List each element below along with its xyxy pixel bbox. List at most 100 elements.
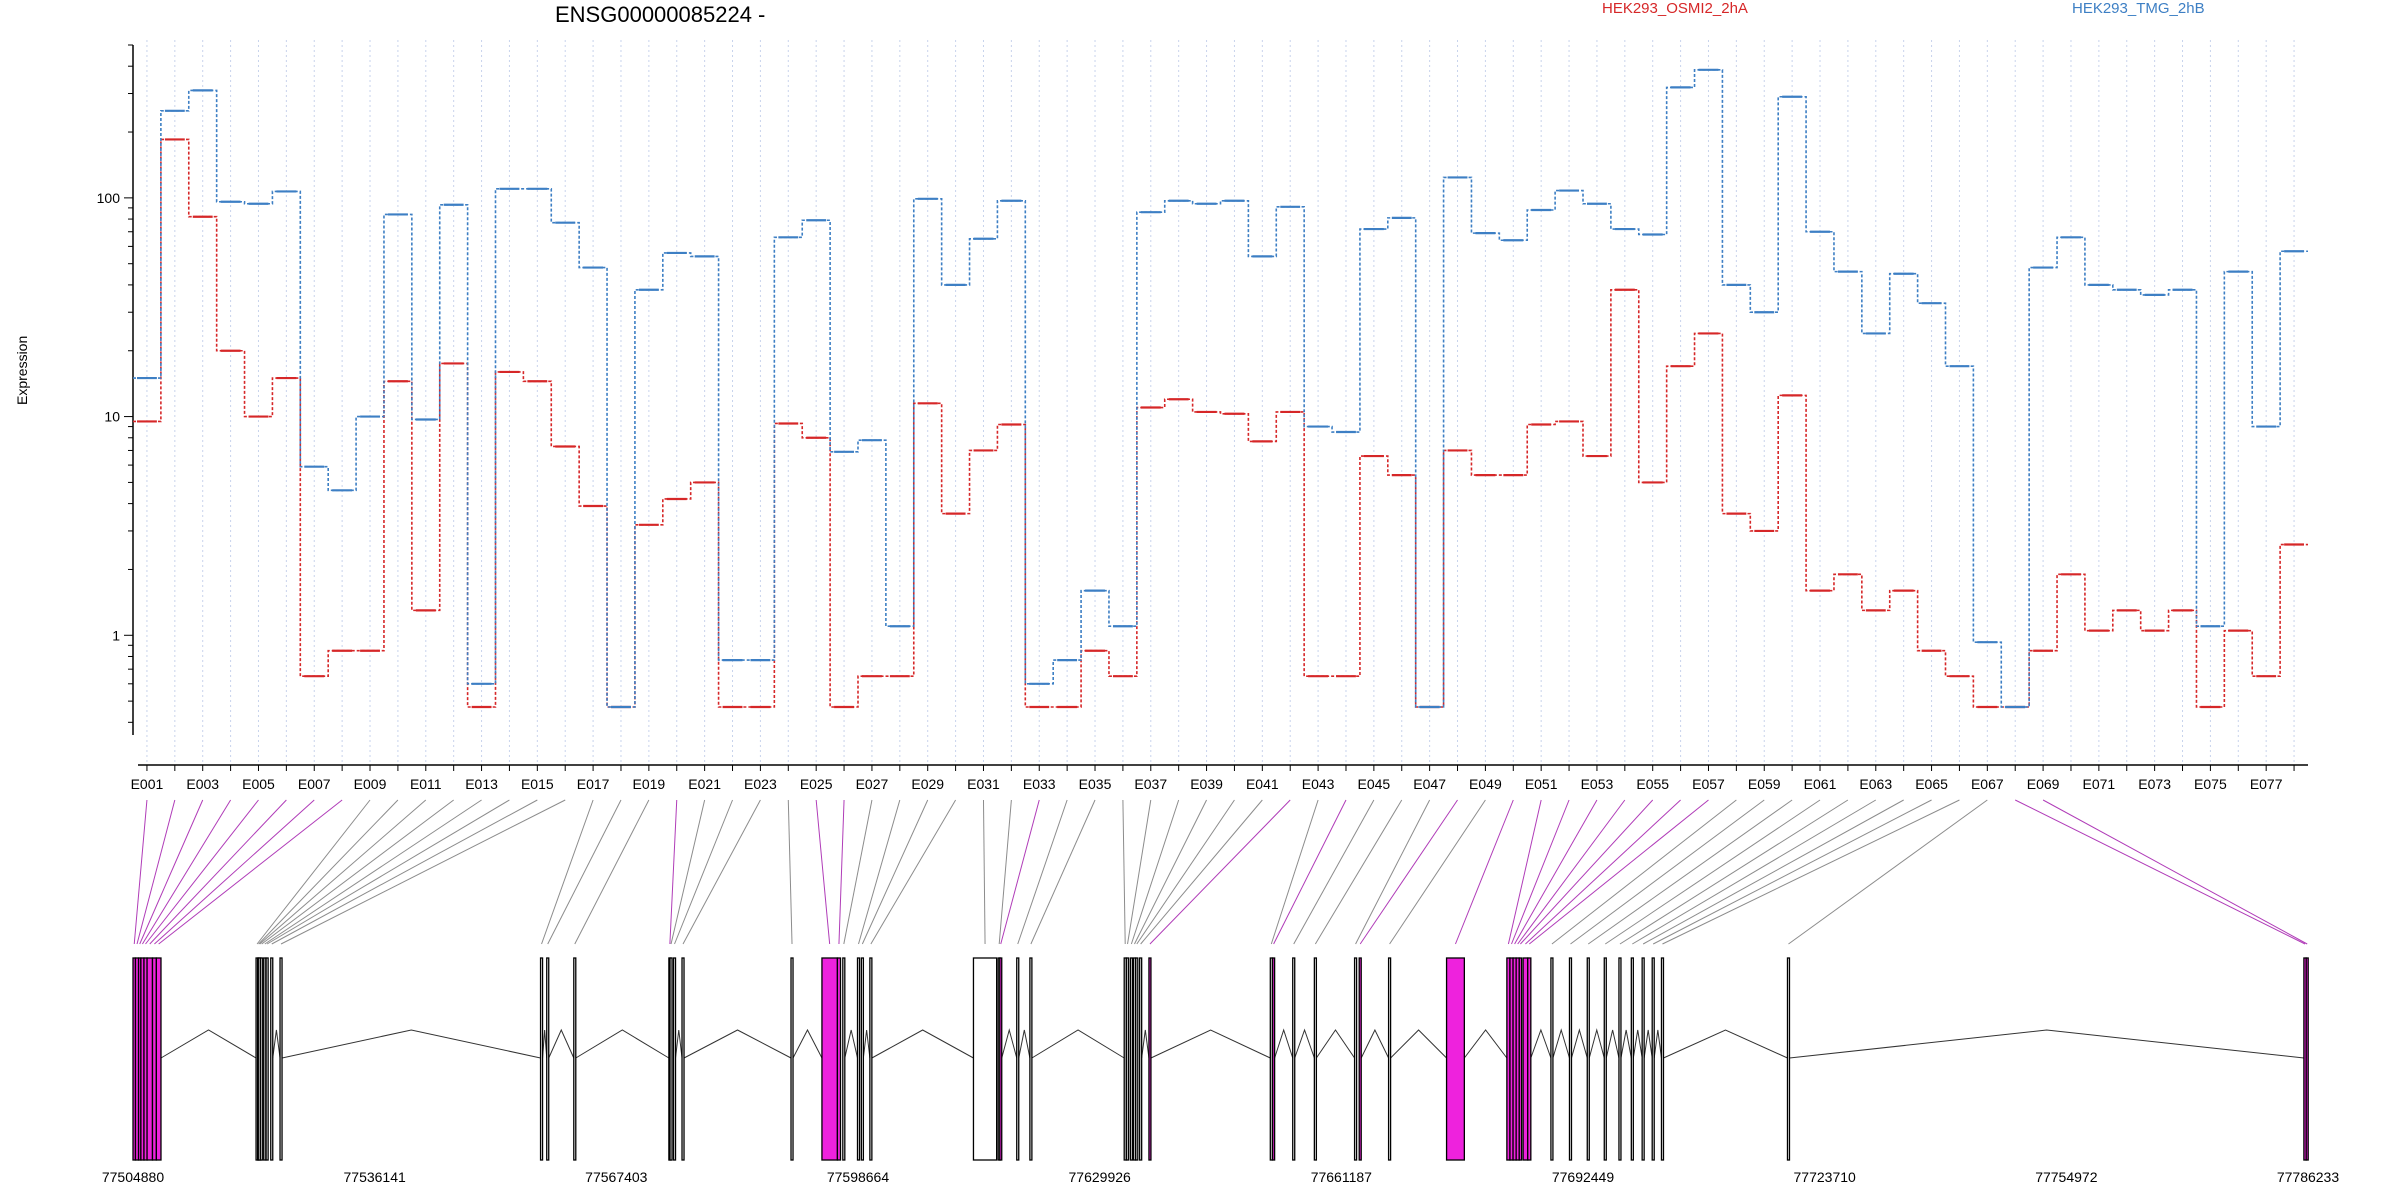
genome-coordinate-label: 77661187 [1311, 1169, 1372, 1185]
intron-line [1663, 1029, 1788, 1059]
x-tick-label: E063 [1859, 776, 1892, 792]
exon-link-line [1511, 799, 1570, 945]
intron-line [683, 1029, 792, 1059]
exon-box [1353, 957, 1358, 1161]
intron-line [1360, 1028, 1390, 1059]
x-tick-label: E041 [1246, 776, 1279, 792]
series-line-0 [133, 138, 2308, 708]
x-tick-label: E015 [521, 776, 554, 792]
exon-box [1029, 957, 1033, 1161]
exon-box [1568, 957, 1573, 1161]
intron-line [548, 1028, 575, 1059]
intron-line [1463, 1029, 1508, 1059]
genome-coordinate-label: 77629926 [1069, 1169, 1132, 1185]
exon-link-line [1149, 799, 1291, 945]
x-tick-label: E017 [577, 776, 610, 792]
exon-link-line [1355, 799, 1431, 945]
exon-link-line [861, 799, 929, 945]
x-tick-label: E071 [2083, 776, 2116, 792]
x-tick-label: E001 [131, 776, 164, 792]
exon-box [1148, 957, 1152, 1161]
exon-link-line [982, 799, 986, 945]
x-tick-label: E067 [1971, 776, 2004, 792]
exon-box [1387, 957, 1392, 1161]
exon-link-line [1551, 799, 1737, 945]
x-tick-label: E045 [1358, 776, 1391, 792]
exon-link-line [547, 799, 622, 945]
exon-box [1135, 957, 1139, 1161]
exon-link-line [1604, 799, 1821, 945]
exon-link-line [1517, 799, 1626, 945]
exon-box [669, 957, 673, 1161]
intron-line [1274, 1028, 1294, 1059]
exon-link-line [1293, 799, 1375, 945]
exon-link-line [1122, 799, 1126, 945]
exon-box [2305, 957, 2309, 1161]
exon-link-line [1788, 799, 1988, 945]
exon-link-line [1587, 799, 1793, 945]
exon-box [1550, 957, 1554, 1161]
exon-link-line [259, 799, 427, 945]
exon-link-line [256, 799, 371, 945]
exon-link-line [1130, 799, 1180, 945]
exon-box [265, 957, 269, 1161]
x-tick-label: E049 [1469, 776, 1502, 792]
x-tick-label: E043 [1302, 776, 1335, 792]
exon-box [1660, 957, 1665, 1161]
x-tick-label: E057 [1692, 776, 1725, 792]
exon-box [1518, 957, 1523, 1161]
x-tick-label: E069 [2027, 776, 2060, 792]
exon-link-line [838, 799, 845, 945]
intron-line [1018, 1029, 1031, 1059]
intron-line [1789, 1029, 2304, 1059]
exon-box [146, 957, 154, 1161]
intron-line [272, 1029, 281, 1059]
exon-link-line [670, 799, 706, 945]
x-tick-label: E019 [633, 776, 666, 792]
exon-box [1651, 957, 1655, 1161]
exon-box [1630, 957, 1634, 1161]
x-tick-label: E039 [1190, 776, 1223, 792]
genome-coordinate-label: 77723710 [1794, 1169, 1857, 1185]
intron-line [1552, 1028, 1570, 1059]
exon-link-line [870, 799, 957, 945]
intron-line [1643, 1029, 1653, 1059]
intron-line [1150, 1029, 1271, 1059]
exon-link-line [1514, 799, 1598, 945]
x-tick-label: E055 [1636, 776, 1669, 792]
intron-line [1294, 1028, 1315, 1059]
exon-link-line [1525, 799, 1681, 945]
y-tick-label: 10 [104, 409, 120, 425]
exon-link-line [142, 799, 232, 945]
exon-link-line [258, 799, 399, 945]
genome-coordinate-label: 77567403 [585, 1169, 648, 1185]
exon-box [821, 957, 839, 1161]
x-tick-label: E013 [465, 776, 498, 792]
exon-link-line [858, 799, 901, 945]
exon-link-line [2042, 799, 2308, 945]
genome-coordinate-label: 77786233 [2277, 1169, 2340, 1185]
x-tick-label: E053 [1581, 776, 1614, 792]
genome-coordinate-label: 77598664 [827, 1169, 890, 1185]
genome-coordinate-label: 77692449 [1552, 1169, 1615, 1185]
exon-link-line [139, 799, 204, 945]
exon-link-line [1136, 799, 1235, 945]
exon-link-line [815, 799, 831, 945]
exon-link-line [1000, 799, 1040, 945]
intron-line [1571, 1028, 1588, 1059]
exon-box [1313, 957, 1318, 1161]
exon-box [573, 957, 577, 1161]
intron-line [1530, 1028, 1552, 1059]
x-tick-label: E075 [2194, 776, 2227, 792]
x-tick-label: E031 [967, 776, 1000, 792]
x-tick-label: E021 [688, 776, 721, 792]
exon-link-line [149, 799, 287, 945]
y-tick-label: 1 [112, 627, 120, 643]
exon-box [790, 957, 794, 1161]
exon-link-line [1270, 799, 1319, 945]
exon-link-line [541, 799, 594, 945]
exon-box [1527, 957, 1532, 1161]
x-tick-label: E059 [1748, 776, 1781, 792]
exon-box [1603, 957, 1607, 1161]
x-tick-label: E047 [1413, 776, 1446, 792]
